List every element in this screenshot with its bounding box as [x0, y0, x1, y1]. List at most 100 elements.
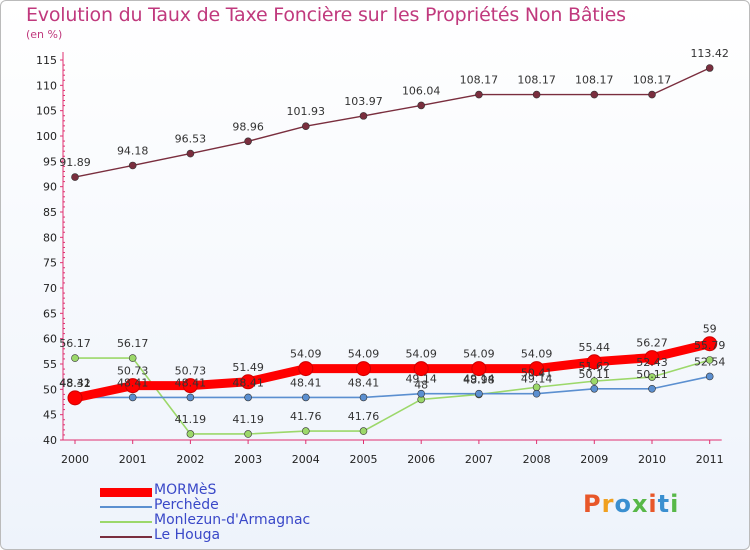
x-tick-label: 2004: [292, 453, 320, 466]
x-tick-label: 2001: [119, 453, 147, 466]
data-label: 98.96: [232, 120, 264, 133]
data-label: 108.17: [633, 74, 672, 87]
data-label: 59: [703, 323, 717, 336]
proxiti-logo: Proxiti: [583, 490, 679, 518]
data-label: 113.42: [690, 47, 729, 60]
data-point: [67, 390, 83, 406]
x-tick-label: 2000: [61, 453, 89, 466]
x-tick-label: 2007: [465, 453, 493, 466]
data-point: [702, 336, 718, 352]
x-tick-label: 2009: [580, 453, 608, 466]
data-label: 49.14: [463, 373, 495, 386]
data-label: 50.73: [117, 365, 149, 378]
logo-letter: P: [583, 490, 602, 518]
y-tick-label: 75: [43, 257, 57, 270]
x-tick-label: 2005: [350, 453, 378, 466]
data-label: 55.44: [579, 341, 611, 354]
data-label: 48.41: [348, 376, 380, 389]
data-label: 54.09: [463, 348, 495, 361]
y-tick-label: 115: [36, 54, 57, 67]
logo-letter: x: [631, 490, 649, 518]
data-label: 50.73: [175, 365, 207, 378]
data-point: [301, 427, 310, 435]
data-point: [301, 122, 310, 131]
data-label: 54.09: [521, 348, 553, 361]
data-label: 48.32: [59, 377, 91, 390]
data-label: 49.14: [521, 373, 553, 386]
legend-swatch: [100, 521, 152, 523]
data-point: [301, 393, 310, 402]
x-tick-label: 2006: [407, 453, 435, 466]
logo-letter: o: [614, 490, 632, 518]
series-line-2: [74, 357, 711, 435]
data-label: 48.41: [59, 376, 91, 389]
data-label: 48.41: [232, 376, 264, 389]
data-label: 50.41: [521, 366, 553, 379]
data-point: [356, 361, 371, 377]
data-label: 41.19: [175, 413, 207, 426]
data-point: [417, 389, 426, 398]
y-tick-label: 50: [43, 383, 57, 396]
data-point: [475, 90, 483, 99]
data-label: 96.53: [175, 133, 207, 146]
x-tick-label: 2003: [234, 453, 262, 466]
data-point: [417, 101, 426, 110]
legend-swatch: [100, 536, 152, 538]
data-label: 50.11: [636, 368, 668, 381]
data-point: [128, 393, 137, 402]
data-label: 41.76: [290, 410, 322, 423]
y-tick-label: 55: [43, 358, 57, 371]
data-label: 51.62: [579, 360, 611, 373]
data-point: [586, 354, 602, 370]
logo-letter: r: [601, 490, 615, 518]
legend-swatch: [100, 506, 152, 508]
data-point: [475, 389, 483, 398]
y-tick-label: 80: [43, 231, 57, 244]
data-point: [71, 173, 79, 181]
data-label: 55.79: [694, 339, 726, 352]
y-tick-label: 95: [43, 155, 57, 168]
x-tick-label: 2002: [176, 453, 204, 466]
y-tick-label: 65: [43, 307, 57, 320]
data-point: [471, 361, 487, 377]
data-point: [186, 430, 195, 438]
data-label: 56.27: [636, 337, 668, 350]
data-label: 41.76: [348, 410, 380, 423]
data-point: [705, 356, 714, 364]
data-point: [648, 384, 656, 393]
data-point: [413, 361, 429, 377]
data-point: [125, 378, 141, 394]
series-line-0: [70, 339, 715, 403]
x-tick-label: 2008: [523, 453, 551, 466]
data-point: [359, 112, 368, 120]
data-point: [244, 430, 252, 438]
data-point: [244, 137, 252, 146]
legend-label: Le Houga: [154, 527, 221, 543]
data-point: [705, 64, 714, 72]
y-tick-label: 90: [43, 181, 57, 194]
y-tick-label: 45: [43, 409, 57, 422]
data-point: [186, 393, 195, 402]
data-label: 48.41: [290, 376, 322, 389]
data-label: 54.09: [405, 348, 437, 361]
data-point: [644, 350, 660, 366]
chart-title: Evolution du Taux de Taxe Foncière sur l…: [26, 4, 626, 26]
data-label: 48.98: [463, 373, 495, 386]
data-point: [71, 354, 79, 362]
data-label: 41.19: [232, 413, 264, 426]
data-label: 54.09: [348, 348, 380, 361]
series-line-3: [74, 67, 711, 178]
y-tick-label: 60: [43, 333, 57, 346]
data-label: 48.41: [175, 376, 207, 389]
data-point: [705, 372, 714, 381]
data-label: 56.17: [59, 337, 91, 350]
logo-letter: i: [648, 490, 658, 518]
data-point: [128, 161, 137, 170]
data-point: [128, 354, 137, 362]
data-point: [240, 374, 256, 390]
data-point: [182, 378, 198, 394]
y-tick-label: 85: [43, 206, 57, 219]
y-tick-label: 105: [36, 105, 57, 118]
data-label: 91.89: [59, 156, 91, 169]
